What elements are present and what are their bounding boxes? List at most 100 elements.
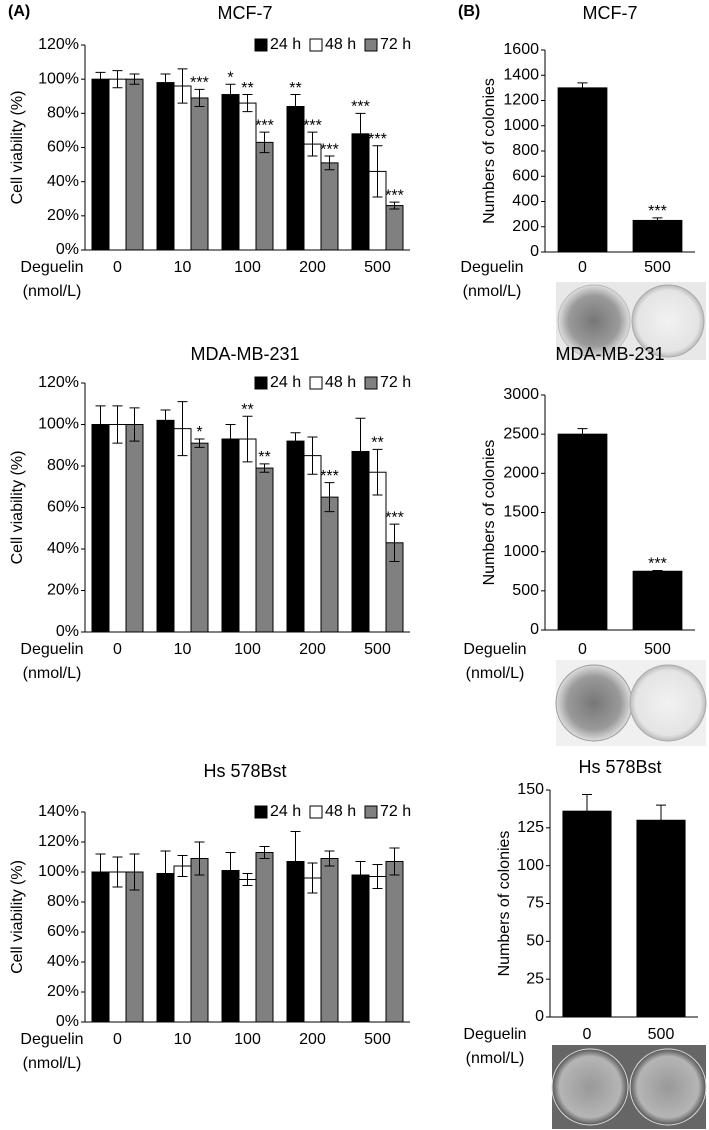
bar — [320, 162, 339, 251]
bar — [91, 78, 110, 251]
bar — [221, 438, 240, 633]
x-tick-label: 500 — [644, 259, 671, 276]
bar — [125, 424, 144, 633]
error-bar — [652, 217, 663, 224]
significance: *** — [255, 117, 274, 134]
x-tick-label: 10 — [174, 259, 192, 276]
error-bar — [112, 405, 123, 444]
legend-swatch — [364, 376, 378, 390]
error-bar — [290, 94, 301, 119]
x-tick-label: 0 — [578, 641, 587, 658]
error-bar — [225, 852, 236, 889]
dish-photo — [556, 282, 706, 360]
y-tick-label: 600 — [512, 167, 539, 184]
x-axis-unit: (nmol/L) — [466, 665, 525, 682]
panel-label: (A) — [8, 3, 30, 20]
error-bar — [577, 428, 588, 441]
bar — [238, 879, 257, 1023]
y-tick-label: 20% — [47, 983, 79, 1000]
error-bar — [389, 201, 400, 210]
error-bar — [160, 409, 171, 432]
x-axis-label: Deguelin — [20, 1031, 83, 1048]
significance: ** — [258, 449, 270, 466]
error-bar — [652, 569, 663, 573]
significance: *** — [648, 203, 667, 220]
x-tick-label: 200 — [299, 259, 326, 276]
bar — [156, 419, 175, 633]
bar — [108, 78, 127, 251]
legend-swatch — [309, 38, 323, 52]
bar — [255, 141, 274, 251]
y-tick-label: 2500 — [503, 425, 539, 442]
y-tick-label: 3000 — [503, 386, 539, 403]
bar — [173, 85, 192, 251]
legend-label: 72 h — [380, 374, 411, 391]
y-tick-label: 1500 — [503, 504, 539, 521]
bar — [91, 871, 110, 1023]
y-tick-label: 0% — [56, 1013, 79, 1030]
bar — [320, 496, 339, 633]
x-tick-label: 0 — [583, 1026, 592, 1043]
error-bar — [372, 145, 383, 198]
error-bar — [129, 407, 140, 442]
x-axis-unit: (nmol/L) — [23, 1055, 82, 1072]
error-bar — [160, 850, 171, 897]
legend-swatch — [254, 805, 268, 819]
legend-swatch — [309, 805, 323, 819]
legend-label: 24 h — [270, 803, 301, 820]
bar — [173, 428, 192, 633]
y-tick-label: 140% — [38, 803, 79, 820]
legend-label: 48 h — [325, 803, 356, 820]
error-bar — [259, 846, 270, 859]
x-axis-label: Deguelin — [20, 641, 83, 658]
bar — [385, 861, 404, 1023]
legend-label: 24 h — [270, 36, 301, 53]
bar — [632, 570, 683, 631]
significance: *** — [303, 117, 322, 134]
significance: *** — [320, 141, 339, 158]
bar — [557, 433, 608, 631]
x-tick-label: 200 — [299, 1031, 326, 1048]
y-tick-label: 0% — [56, 623, 79, 640]
error-bar — [389, 847, 400, 876]
y-tick-label: 120% — [38, 36, 79, 53]
y-tick-label: 100 — [517, 857, 544, 874]
error-bar — [582, 794, 592, 829]
chart-title: MCF-7 — [218, 3, 273, 23]
bar — [303, 143, 322, 251]
bar — [636, 819, 686, 1018]
x-axis-unit: (nmol/L) — [23, 665, 82, 682]
bar — [557, 87, 608, 253]
bar — [286, 106, 305, 251]
x-axis-label: Deguelin — [463, 641, 526, 658]
y-tick-label: 20% — [47, 582, 79, 599]
y-tick-label: 800 — [512, 142, 539, 159]
y-tick-label: 1000 — [503, 117, 539, 134]
error-bar — [577, 82, 588, 94]
x-tick-label: 500 — [364, 259, 391, 276]
error-bar — [177, 401, 188, 457]
y-tick-label: 150 — [517, 781, 544, 798]
error-bar — [324, 482, 335, 513]
x-tick-label: 500 — [364, 1031, 391, 1048]
bar — [238, 102, 257, 251]
chart-title: Hs 578Bst — [578, 757, 661, 777]
y-axis-label: Numbers of colonies — [481, 78, 498, 224]
y-tick-label: 40% — [47, 540, 79, 557]
bar — [108, 871, 127, 1023]
bar — [221, 870, 240, 1023]
bar — [632, 219, 683, 253]
y-tick-label: 120% — [38, 374, 79, 391]
y-tick-label: 1200 — [503, 92, 539, 109]
y-axis-label: Cell viability (%) — [9, 860, 26, 974]
bar — [368, 876, 387, 1023]
error-bar — [242, 873, 253, 886]
chart-title: Hs 578Bst — [203, 761, 286, 781]
error-bar — [194, 438, 205, 448]
error-bar — [225, 83, 236, 106]
error-bar — [290, 432, 301, 450]
y-tick-label: 0 — [530, 621, 539, 638]
bar — [173, 865, 192, 1023]
legend-swatch — [364, 38, 378, 52]
chart-title: MDA-MB-231 — [190, 344, 299, 364]
